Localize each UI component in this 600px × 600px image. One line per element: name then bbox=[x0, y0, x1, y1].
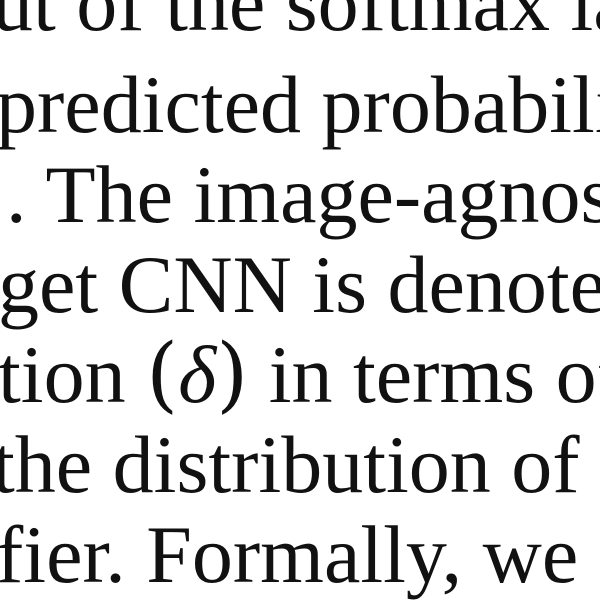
text-line-3: . The image-agnosti bbox=[6, 149, 600, 240]
math-open-paren: ( bbox=[146, 327, 179, 422]
delta-symbol: δ bbox=[178, 329, 217, 420]
text-line-4: get CNN is denoted bbox=[0, 239, 600, 330]
text-line-1: ut of the softmax lay bbox=[0, 0, 600, 48]
text-line-5-after: in terms of bbox=[248, 329, 600, 420]
text-line-6: the distribution of s bbox=[0, 419, 600, 510]
text-line-2: predicted probabiliti bbox=[0, 59, 600, 150]
math-close-paren: ) bbox=[216, 327, 249, 422]
text-line-5: tion (δ) in terms of bbox=[0, 334, 600, 416]
text-line-5-before: tion bbox=[0, 329, 147, 420]
text-line-7: fier. Formally, we se bbox=[0, 509, 600, 600]
